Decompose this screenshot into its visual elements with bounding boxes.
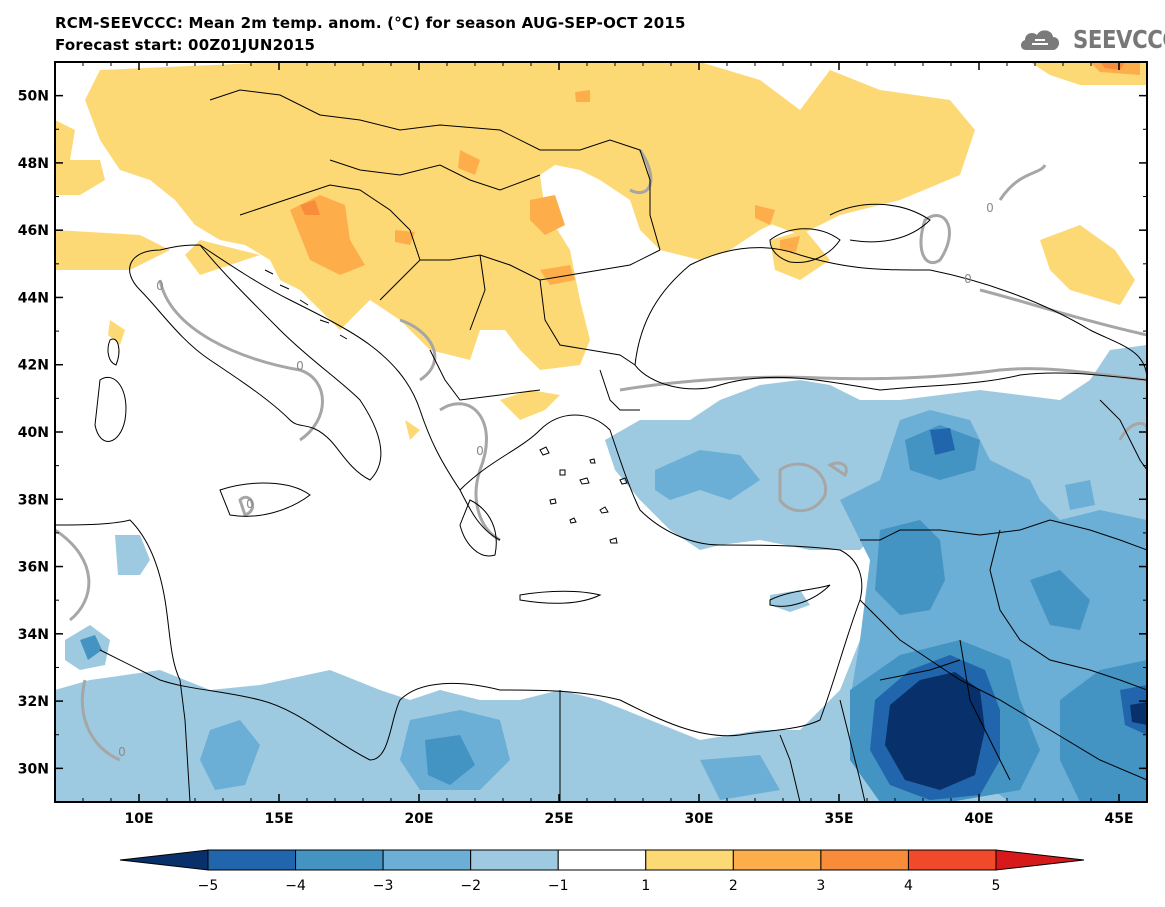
lon-tick-label: 40E xyxy=(964,811,993,827)
lat-tick-label: 50N xyxy=(18,89,49,105)
contour-zero-label: 0 xyxy=(476,444,484,458)
forecast-start-label: Forecast start: 00Z01JUN2015 xyxy=(55,36,316,54)
lon-tick-label: 45E xyxy=(1104,811,1133,827)
seevccc-logo-text: SEEVCCC xyxy=(1073,25,1165,54)
colorbar-arrow-low xyxy=(119,849,209,871)
contour-zero-label: 0 xyxy=(118,745,126,759)
lat-tick-label: 48N xyxy=(18,156,49,172)
colorbar-segment xyxy=(207,849,297,871)
colorbar-segment xyxy=(470,849,559,871)
colorbar-label: −5 xyxy=(198,878,219,894)
colorbar-label: −4 xyxy=(285,878,306,894)
lat-tick-label: 32N xyxy=(18,694,49,710)
lat-tick-label: 40N xyxy=(18,425,49,441)
colorbar-label: 1 xyxy=(641,878,650,894)
lat-tick-label: 36N xyxy=(18,560,49,576)
colorbar-legend: −5 −4 −3 −2 −1 1 2 3 4 5 xyxy=(119,849,1085,894)
colorbar-label: −3 xyxy=(373,878,394,894)
colorbar-segment xyxy=(820,849,909,871)
contour-labels: 0 0 0 0 0 0 0 xyxy=(118,201,994,759)
contour-zero-label: 0 xyxy=(296,359,304,373)
coastlines-borders xyxy=(55,89,1147,802)
colorbar-segment xyxy=(732,849,822,871)
map-title: RCM-SEEVCCC: Mean 2m temp. anom. (°C) fo… xyxy=(55,14,686,32)
zero-contour-lines xyxy=(55,149,1147,762)
lon-tick-label: 15E xyxy=(264,811,293,827)
lon-tick-label: 10E xyxy=(124,811,153,827)
colorbar-segment xyxy=(645,849,734,871)
lat-tick-label: 44N xyxy=(18,290,49,306)
colorbar-label: −2 xyxy=(460,878,481,894)
lon-tick-label: 35E xyxy=(824,811,853,827)
longitude-axis: 10E 15E 20E 25E 30E 35E 40E 45E xyxy=(54,62,1148,827)
colorbar-segment xyxy=(382,849,472,871)
contour-zero-label: 0 xyxy=(156,279,164,293)
lon-tick-label: 20E xyxy=(404,811,433,827)
contour-zero-label: 0 xyxy=(246,497,254,511)
lon-tick-label: 30E xyxy=(684,811,713,827)
colorbar-segment xyxy=(557,849,647,871)
colorbar-label: 3 xyxy=(816,878,825,894)
colorbar-label: −1 xyxy=(548,878,569,894)
latitude-axis: 50N 48N 46N 44N 42N 40N 38N 36N 34N 32N 30N xyxy=(18,61,1147,803)
colorbar-arrow-high xyxy=(995,849,1085,871)
colorbar-label: 2 xyxy=(729,878,738,894)
warm-anomaly-fill xyxy=(55,62,1147,440)
lat-tick-label: 38N xyxy=(18,492,49,508)
cloud-logo-icon xyxy=(1020,30,1060,50)
colorbar-label: 5 xyxy=(992,878,1001,894)
colorbar-segment xyxy=(295,849,384,871)
lon-tick-label: 25E xyxy=(544,811,573,827)
lat-tick-label: 46N xyxy=(18,223,49,239)
colorbar-segment xyxy=(907,849,997,871)
contour-zero-label: 0 xyxy=(964,272,972,286)
lat-tick-label: 30N xyxy=(18,761,49,777)
lat-tick-label: 42N xyxy=(18,358,49,374)
cold-anomaly-fill xyxy=(55,345,1147,802)
colorbar-label: 4 xyxy=(904,878,913,894)
lat-tick-label: 34N xyxy=(18,627,49,643)
contour-zero-label: 0 xyxy=(986,201,994,215)
